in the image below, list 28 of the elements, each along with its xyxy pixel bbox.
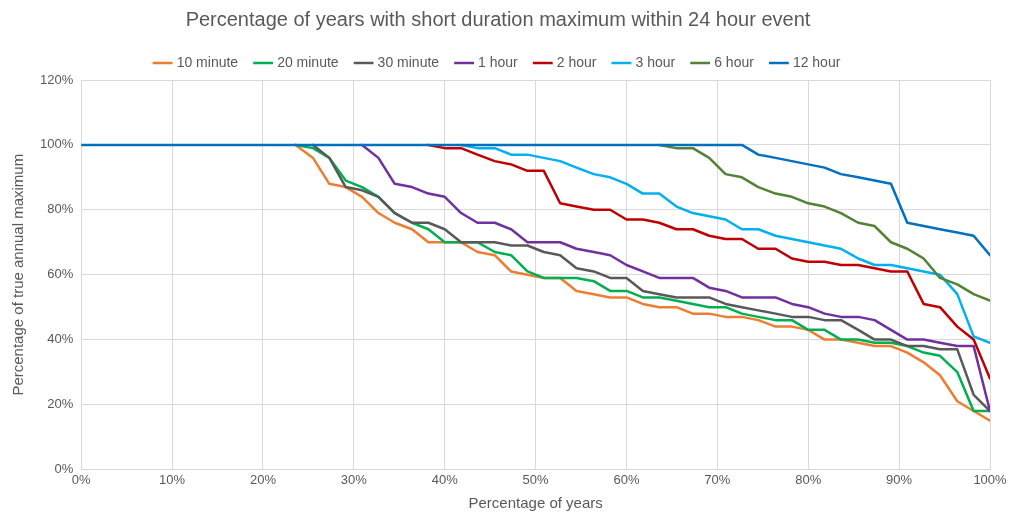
legend-label: 3 hour bbox=[635, 53, 676, 70]
x-tick-label: 40% bbox=[431, 471, 459, 487]
y-axis-title: Percentage of true annual maximum bbox=[9, 153, 27, 396]
y-tick-label: 120% bbox=[40, 71, 74, 87]
y-tick-label: 20% bbox=[47, 396, 74, 412]
y-tick-label: 80% bbox=[47, 201, 74, 217]
x-tick-label: 70% bbox=[704, 471, 731, 487]
chart-title: Percentage of years with short duration maximum within 24 hour event bbox=[185, 7, 811, 30]
x-axis-title: Percentage of years bbox=[468, 494, 603, 512]
legend-label: 6 hour bbox=[714, 53, 755, 70]
y-tick-label: 40% bbox=[47, 331, 74, 347]
legend-label: 20 minute bbox=[277, 53, 339, 70]
x-tick-label: 100% bbox=[973, 471, 1008, 487]
legend-label: 12 hour bbox=[792, 53, 841, 70]
y-tick-label: 0% bbox=[54, 460, 74, 476]
legend-label: 1 hour bbox=[478, 53, 519, 70]
legend-label: 10 minute bbox=[176, 53, 239, 70]
legend-label: 2 hour bbox=[556, 53, 597, 70]
x-tick-label: 50% bbox=[522, 471, 550, 487]
legend-label: 30 minute bbox=[377, 53, 440, 70]
x-tick-label: 20% bbox=[249, 471, 277, 487]
y-tick-label: 60% bbox=[47, 266, 74, 282]
y-tick-label: 100% bbox=[40, 136, 74, 152]
x-tick-label: 80% bbox=[795, 471, 822, 487]
x-tick-label: 10% bbox=[159, 471, 186, 487]
x-tick-label: 60% bbox=[613, 471, 640, 487]
x-tick-label: 30% bbox=[340, 471, 368, 487]
x-tick-label: 90% bbox=[886, 471, 913, 487]
